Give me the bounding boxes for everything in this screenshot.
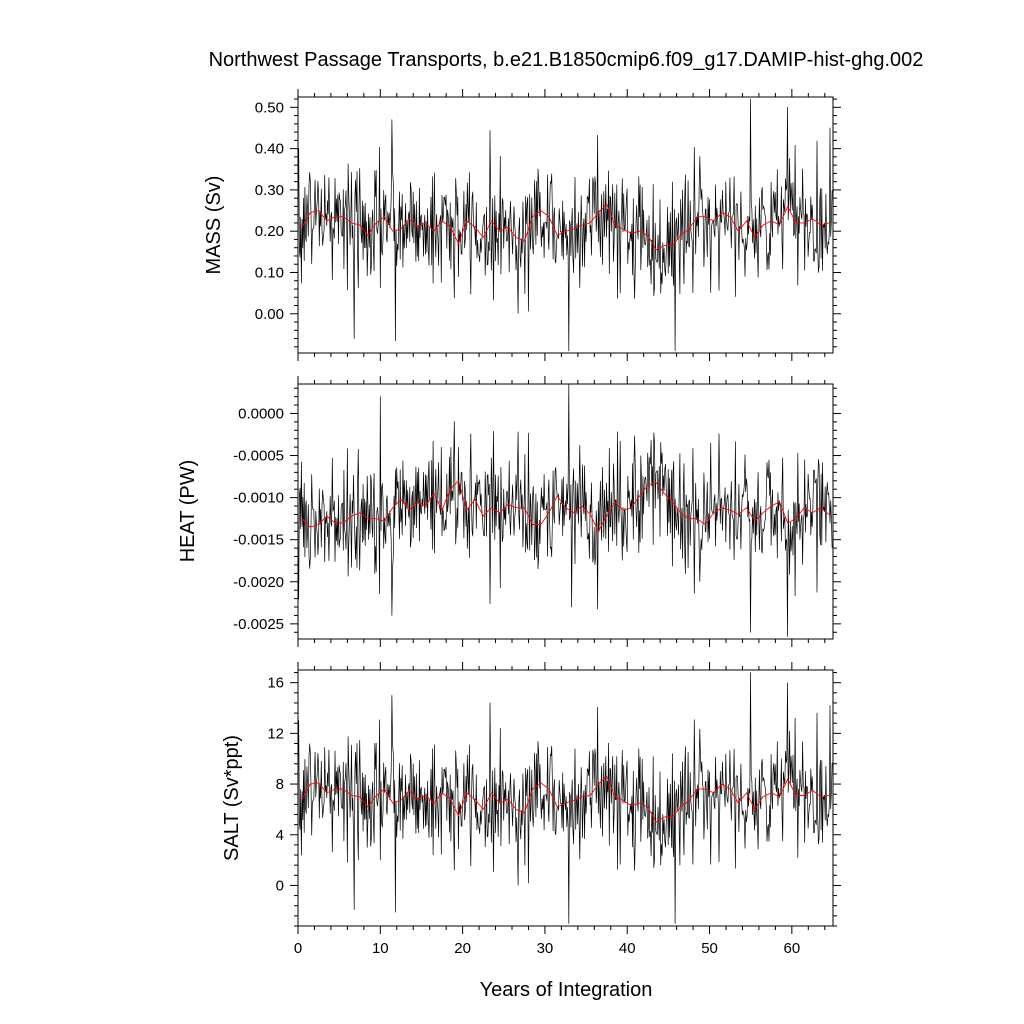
heat-y-tick-labels: 0.0000 -0.0005 -0.0010 -0.0015 -0.0020 -0.002… bbox=[233, 405, 284, 632]
heat-tick-marks bbox=[290, 376, 841, 647]
x-tick-label: 10 bbox=[372, 940, 389, 957]
y-tick-label: 0.20 bbox=[255, 223, 284, 240]
salt-series bbox=[297, 672, 833, 924]
x-tick-label: 40 bbox=[619, 940, 636, 957]
salt-plot-frame bbox=[297, 669, 834, 927]
salt-y-axis-label: SALT (Sv*ppt) bbox=[221, 735, 243, 861]
y-tick-label: 16 bbox=[267, 675, 284, 692]
y-tick-label: 12 bbox=[267, 725, 284, 742]
y-tick-label: 0 bbox=[276, 877, 284, 894]
salt-panel: 0 4 8 12 16 0 10 20 30 40 50 60 SALT (Sv*ppt) bbox=[221, 662, 841, 957]
x-tick-label: 60 bbox=[784, 940, 801, 957]
chart-title: Northwest Passage Transports, b.e21.B185… bbox=[209, 49, 924, 71]
salt-x-tick-labels: 0 10 20 30 40 50 60 bbox=[294, 940, 800, 957]
salt-y-tick-labels: 0 4 8 12 16 bbox=[267, 675, 284, 895]
y-tick-label: 0.30 bbox=[255, 182, 284, 199]
x-tick-label: 30 bbox=[537, 940, 554, 957]
mass-monthly-line bbox=[297, 98, 833, 352]
y-tick-label: -0.0020 bbox=[233, 574, 284, 591]
mass-series bbox=[297, 98, 833, 352]
x-tick-label: 0 bbox=[294, 940, 302, 957]
mass-annual-mean-line bbox=[301, 203, 830, 251]
heat-plot-frame bbox=[297, 383, 834, 640]
x-tick-label: 50 bbox=[701, 940, 718, 957]
y-tick-label: -0.0015 bbox=[233, 532, 284, 549]
y-tick-label: 4 bbox=[276, 827, 284, 844]
salt-annual-mean-line bbox=[301, 776, 829, 823]
heat-y-axis-label: HEAT (PW) bbox=[177, 460, 199, 563]
mass-plot-frame bbox=[297, 96, 834, 354]
y-tick-label: 0.40 bbox=[255, 141, 284, 158]
y-tick-label: -0.0025 bbox=[233, 616, 284, 633]
y-tick-label: 8 bbox=[276, 776, 284, 793]
y-tick-label: 0.00 bbox=[255, 306, 284, 323]
heat-panel: 0.0000 -0.0005 -0.0010 -0.0015 -0.0020 -0.002… bbox=[177, 376, 841, 647]
y-tick-label: 0.10 bbox=[255, 264, 284, 281]
heat-series bbox=[297, 383, 833, 637]
y-tick-label: 0.50 bbox=[255, 99, 284, 116]
y-tick-label: -0.0005 bbox=[233, 448, 284, 465]
heat-monthly-line bbox=[297, 383, 833, 637]
y-tick-label: -0.0010 bbox=[233, 490, 284, 507]
x-axis-label: Years of Integration bbox=[480, 979, 653, 1001]
x-tick-label: 20 bbox=[454, 940, 471, 957]
salt-monthly-line bbox=[297, 672, 833, 924]
y-tick-label: 0.0000 bbox=[238, 405, 284, 422]
salt-tick-marks bbox=[290, 662, 841, 934]
mass-tick-marks bbox=[290, 89, 841, 361]
mass-panel: 0.00 0.10 0.20 0.30 0.40 0.50 MASS (Sv) bbox=[203, 89, 841, 361]
mass-y-axis-label: MASS (Sv) bbox=[203, 176, 225, 275]
heat-annual-mean-line bbox=[301, 480, 830, 532]
mass-y-tick-labels: 0.00 0.10 0.20 0.30 0.40 0.50 bbox=[255, 99, 284, 322]
